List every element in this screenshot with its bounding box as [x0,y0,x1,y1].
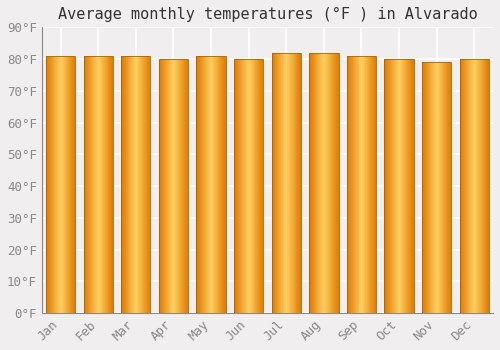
Bar [384,59,414,313]
Bar [309,53,338,313]
Bar [84,56,113,313]
Bar [460,59,489,313]
Bar [159,59,188,313]
Bar [121,56,150,313]
Bar [234,59,264,313]
Title: Average monthly temperatures (°F ) in Alvarado: Average monthly temperatures (°F ) in Al… [58,7,478,22]
Bar [272,53,301,313]
Bar [46,56,76,313]
Bar [196,56,226,313]
Bar [422,62,452,313]
Bar [347,56,376,313]
